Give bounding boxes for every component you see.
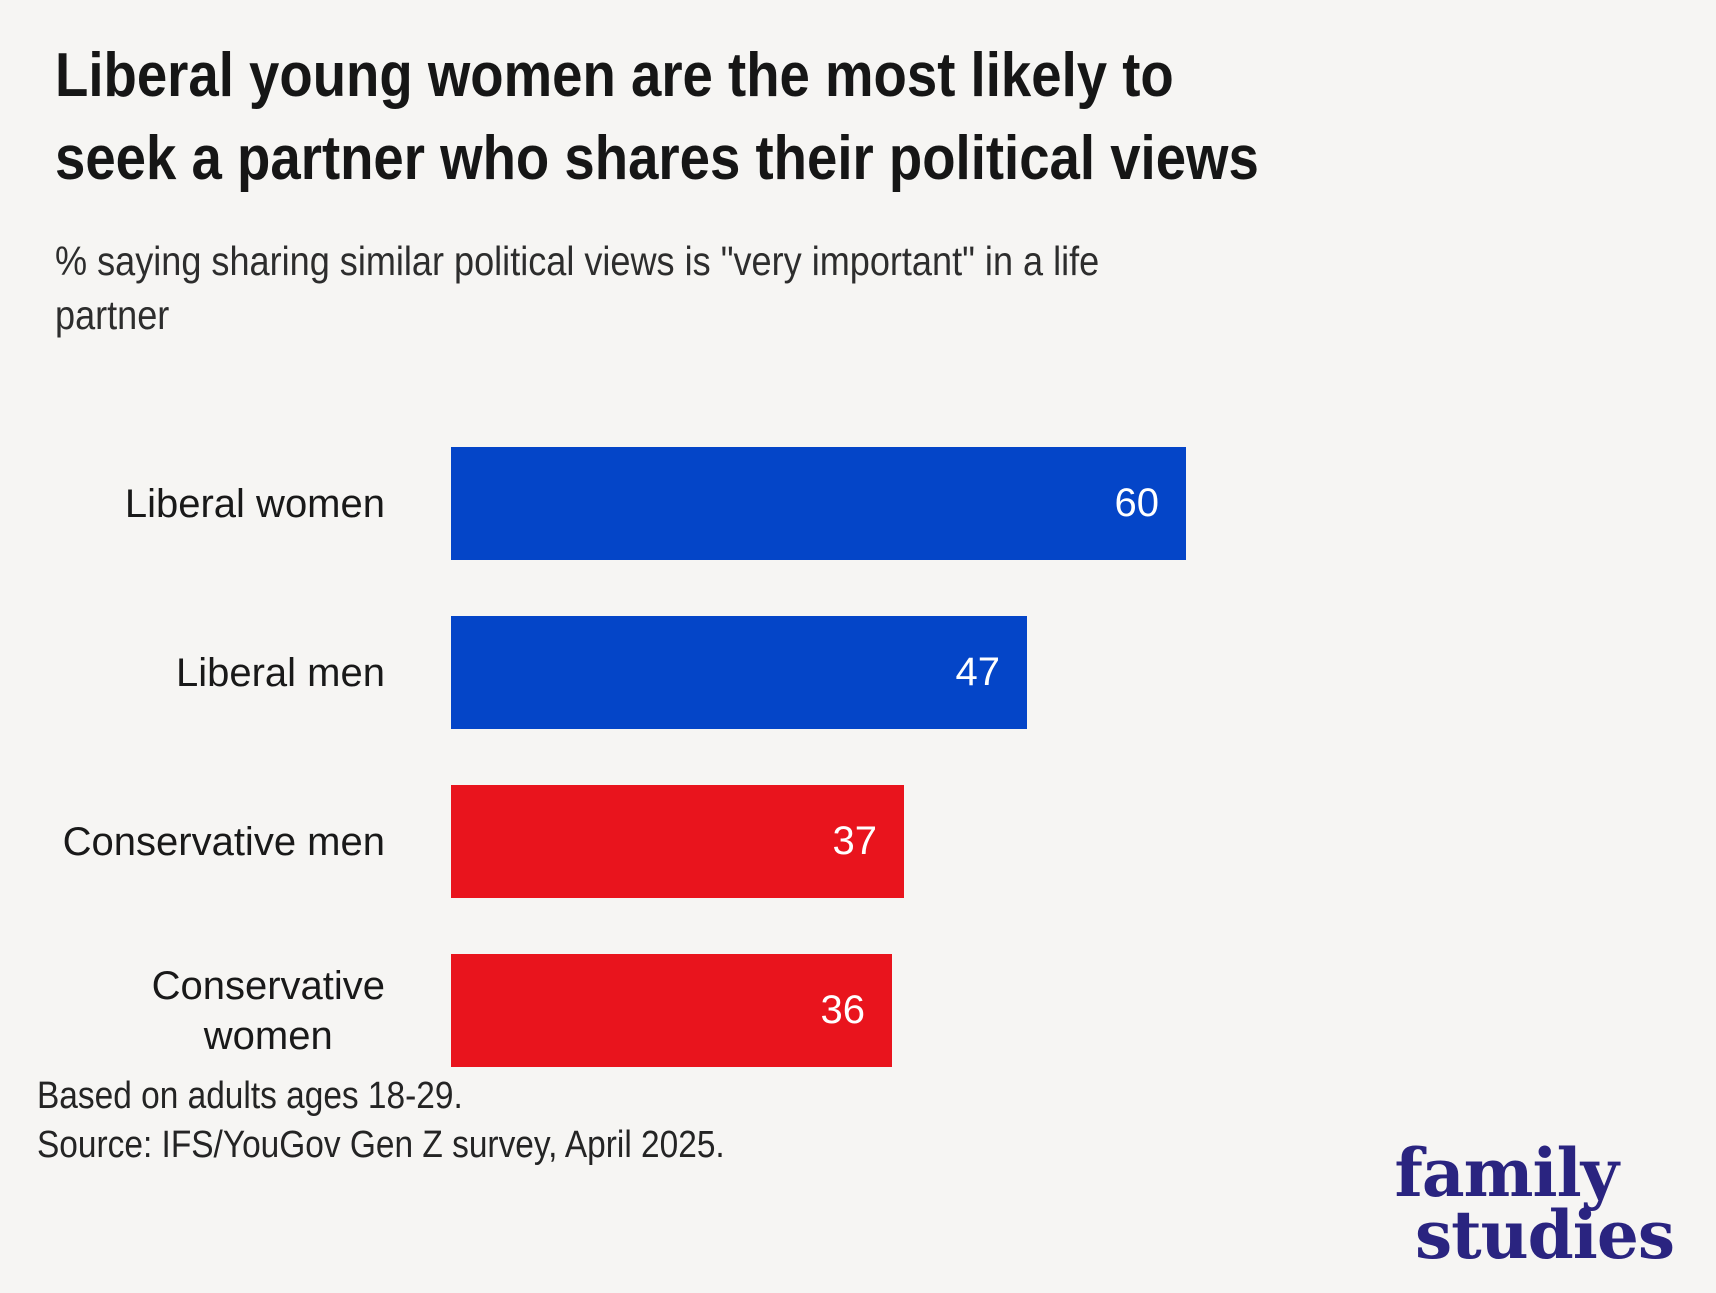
category-label: Conservative men <box>56 817 451 867</box>
value-label: 47 <box>955 650 1001 694</box>
bar: 60 <box>451 447 1186 560</box>
category-label: Liberal men <box>56 648 451 698</box>
chart-title: Liberal young women are the most likely … <box>55 41 1259 194</box>
bar: 47 <box>451 616 1027 729</box>
bar-rows: Liberal women 60 Liberal men 47 Conserva… <box>56 447 1186 1123</box>
value-label: 36 <box>820 988 866 1032</box>
footnote-base: Based on adults ages 18-29. <box>37 1075 463 1117</box>
bar-row: Conservative men 37 <box>56 785 1186 898</box>
bar-row: Liberal men 47 <box>56 616 1186 729</box>
bar: 37 <box>451 785 904 898</box>
logo-line-family: family <box>1394 1133 1619 1212</box>
chart-footnotes: Based on adults ages 18-29. Source: IFS/… <box>37 1072 725 1171</box>
bar: 36 <box>451 954 892 1067</box>
category-label-text: Conservative women <box>151 963 385 1058</box>
category-label-text: Conservative men <box>62 819 385 864</box>
category-label-text: Liberal women <box>124 481 385 526</box>
category-label: Conservative women <box>56 961 451 1061</box>
value-label: 60 <box>1114 481 1160 525</box>
logo-line-studies: studies <box>1415 1196 1675 1275</box>
chart-subtitle: % saying sharing similar political views… <box>55 238 1100 339</box>
category-label-text: Liberal men <box>175 650 385 695</box>
bar-row: Conservative women 36 <box>56 954 1186 1067</box>
value-label: 37 <box>832 819 878 863</box>
footnote-source: Source: IFS/YouGov Gen Z survey, April 2… <box>37 1124 725 1167</box>
family-studies-logo: family studies <box>1394 1133 1675 1275</box>
category-label: Liberal women <box>56 479 451 529</box>
bar-row: Liberal women 60 <box>56 447 1186 560</box>
